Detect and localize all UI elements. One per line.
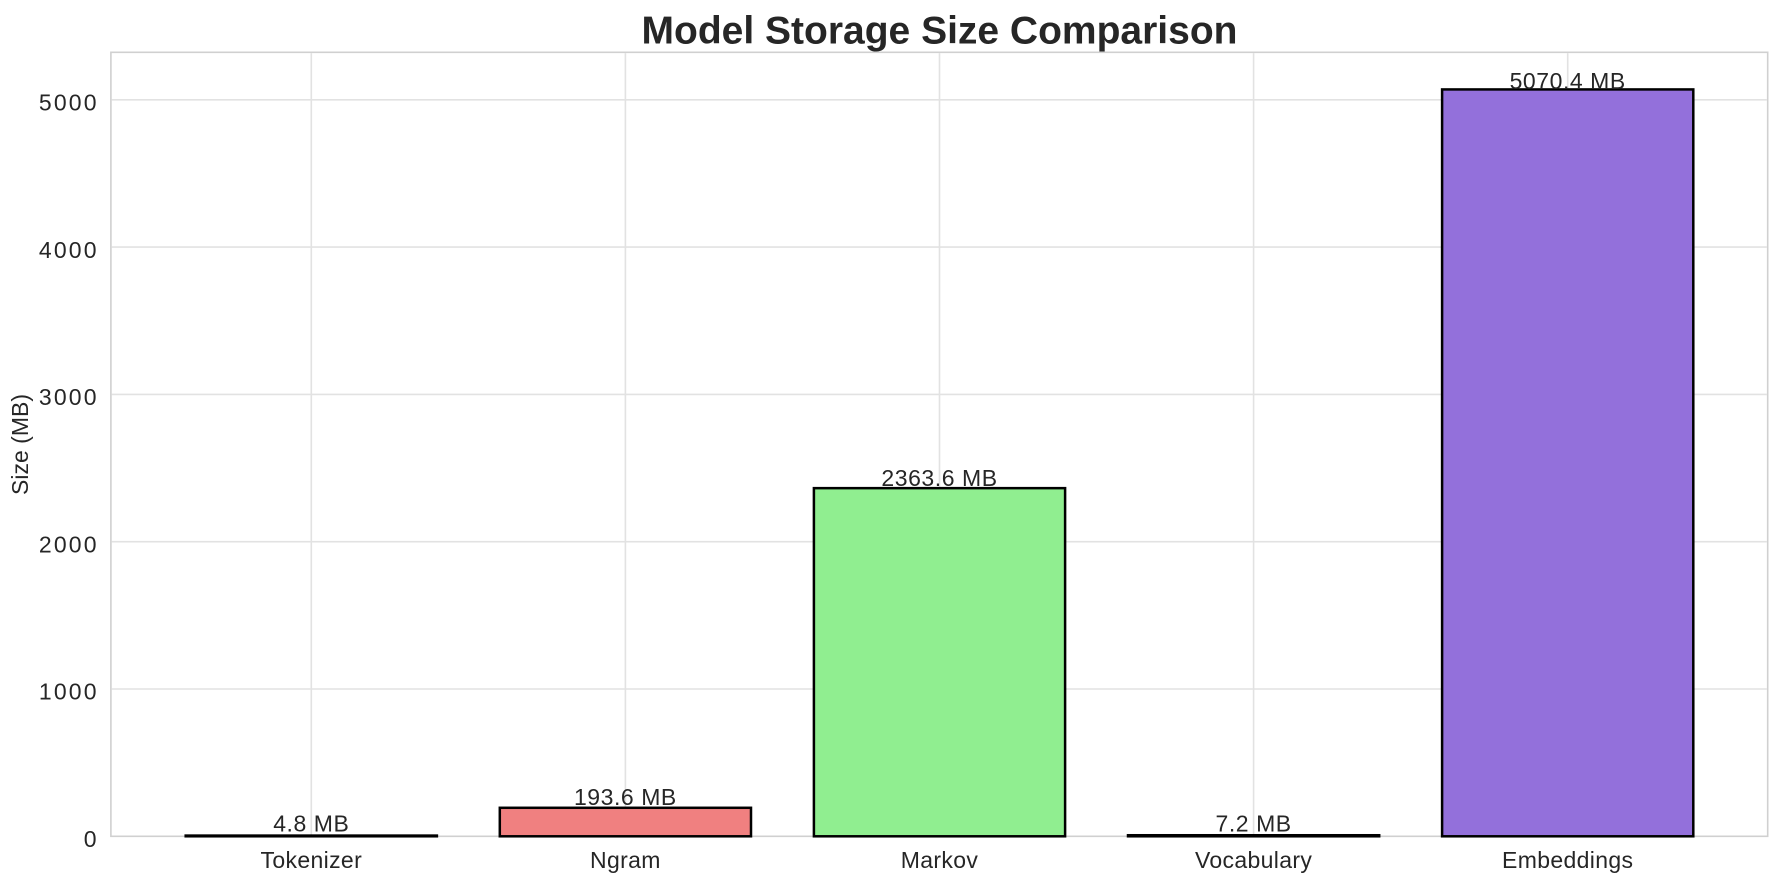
svg-text:2000: 2000 [39,531,99,557]
svg-text:4.8 MB: 4.8 MB [273,811,349,837]
svg-text:0: 0 [84,826,99,852]
svg-text:Ngram: Ngram [590,847,661,873]
svg-text:5000: 5000 [39,90,99,116]
svg-text:3000: 3000 [39,384,99,410]
svg-text:Markov: Markov [901,847,979,873]
svg-text:Model Storage Size Comparison: Model Storage Size Comparison [642,9,1238,52]
svg-text:7.2 MB: 7.2 MB [1216,811,1292,837]
svg-text:5070.4 MB: 5070.4 MB [1510,68,1626,94]
svg-text:Size (MB): Size (MB) [7,394,33,495]
svg-text:193.6 MB: 193.6 MB [574,784,677,810]
svg-text:2363.6 MB: 2363.6 MB [881,465,997,491]
svg-text:1000: 1000 [39,679,99,705]
svg-text:Embeddings: Embeddings [1502,847,1633,873]
svg-text:Tokenizer: Tokenizer [261,847,363,873]
svg-text:Vocabulary: Vocabulary [1195,847,1312,873]
svg-text:4000: 4000 [39,237,99,263]
